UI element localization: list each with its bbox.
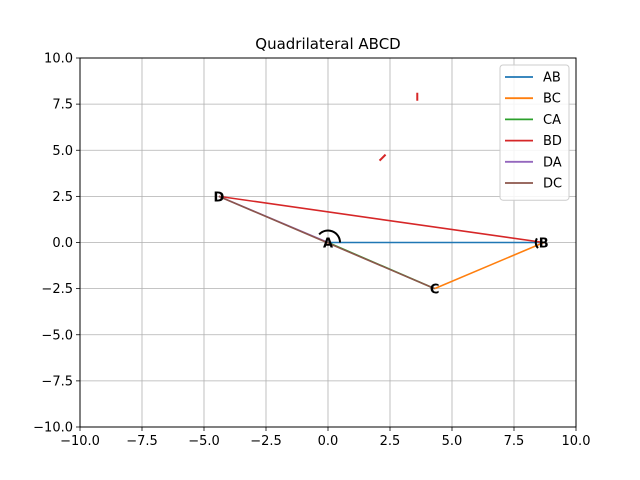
y-tick-label: −7.5 (41, 374, 73, 389)
legend-label: DC (543, 177, 562, 192)
legend-label: BC (543, 92, 561, 107)
x-tick-label: 7.5 (504, 434, 525, 449)
y-tick-label: 0.0 (52, 236, 73, 251)
legend-label: BD (543, 134, 562, 149)
y-tick-label: 2.5 (52, 190, 73, 205)
legend-label: CA (543, 113, 561, 128)
legend-label: DA (543, 155, 562, 170)
x-tick-label: 0.0 (318, 434, 339, 449)
y-tick-label: 10.0 (44, 52, 73, 67)
point-label-d: D (213, 190, 224, 205)
chart-title: Quadrilateral ABCD (255, 35, 400, 53)
y-tick-label: 7.5 (52, 98, 73, 113)
x-tick-label: −7.5 (126, 434, 158, 449)
angle-arc-b (534, 237, 539, 249)
x-tick-label: −5.0 (188, 434, 220, 449)
y-tick-label: −5.0 (41, 328, 73, 343)
point-labels: A B C D (213, 190, 548, 297)
point-label-c: C (430, 283, 440, 298)
y-tick-label: −10.0 (33, 421, 73, 436)
y-tick-label: −2.5 (41, 282, 73, 297)
x-tick-label: −2.5 (250, 434, 282, 449)
x-tick-label: 10.0 (562, 434, 591, 449)
series-line-bc (434, 241, 545, 290)
legend-label: AB (543, 71, 561, 86)
angle-arc-a (318, 229, 341, 243)
segment-tick-mark (378, 153, 387, 162)
series-line-bd (218, 195, 544, 244)
series-line-dc (218, 195, 435, 290)
decor-layer (318, 92, 539, 249)
series-layer (218, 195, 545, 290)
x-tick-label: 5.0 (442, 434, 463, 449)
x-tick-label: −10.0 (60, 434, 100, 449)
x-tick-label: 2.5 (380, 434, 401, 449)
point-label-a: A (323, 237, 333, 252)
point-label-b: B (539, 237, 549, 252)
x-axis: −10.0 −7.5 −5.0 −2.5 0.0 2.5 5.0 7.5 10.0 (60, 427, 590, 449)
legend: AB BC CA BD DA DC (499, 64, 570, 201)
y-axis: −10.0 −7.5 −5.0 −2.5 0.0 2.5 5.0 7.5 10.0 (33, 52, 80, 436)
y-tick-label: 5.0 (52, 144, 73, 159)
